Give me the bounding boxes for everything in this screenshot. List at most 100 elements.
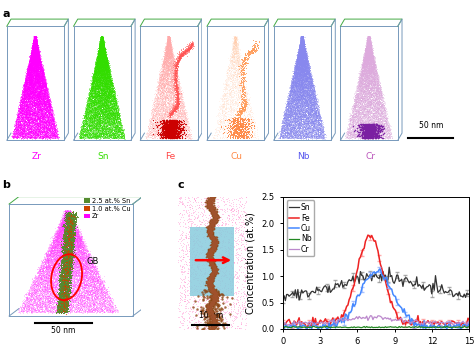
Point <box>66 216 74 221</box>
Point <box>84 106 92 111</box>
Point <box>168 106 176 112</box>
Point <box>64 242 71 247</box>
Point <box>75 280 82 285</box>
Point <box>99 37 106 42</box>
Point <box>88 82 95 88</box>
Point <box>35 270 42 276</box>
Point <box>361 128 369 134</box>
Point <box>77 124 85 129</box>
Point <box>49 257 56 262</box>
Point <box>164 38 172 43</box>
Point <box>292 113 300 119</box>
Point <box>92 125 100 130</box>
Point <box>79 298 87 303</box>
Point <box>64 226 72 232</box>
Point <box>353 90 361 96</box>
Point <box>366 49 374 55</box>
Point <box>363 59 370 64</box>
Point <box>96 305 103 311</box>
Point <box>166 59 173 65</box>
Point <box>39 266 47 271</box>
Point <box>301 59 309 65</box>
Point <box>295 65 303 70</box>
Point <box>36 122 44 128</box>
Point <box>85 122 93 127</box>
Point <box>59 299 67 304</box>
Point <box>211 216 219 222</box>
Point <box>103 105 110 111</box>
Point <box>363 61 370 67</box>
Point <box>297 90 305 96</box>
Point <box>316 122 324 128</box>
Point <box>297 42 305 48</box>
Point <box>355 96 363 101</box>
Point <box>299 38 307 44</box>
Point <box>178 91 185 96</box>
Point <box>112 135 120 141</box>
Point <box>53 244 61 249</box>
Point <box>168 133 176 138</box>
Point <box>210 317 218 323</box>
Point <box>99 127 107 133</box>
Point <box>23 117 31 122</box>
Point <box>37 72 45 78</box>
Point <box>33 64 41 70</box>
Point <box>371 61 378 66</box>
Point <box>373 88 381 94</box>
Point <box>27 55 34 61</box>
Point <box>35 132 43 138</box>
Point <box>163 124 171 130</box>
Point <box>117 124 124 130</box>
Point <box>376 94 384 100</box>
Point <box>25 93 32 99</box>
Point <box>102 68 110 74</box>
Point <box>164 35 172 40</box>
Point <box>295 54 302 59</box>
Point <box>25 83 32 89</box>
Point <box>96 44 104 50</box>
Point <box>63 218 71 223</box>
Point <box>209 264 217 270</box>
Point <box>166 41 173 46</box>
Point <box>298 43 306 48</box>
Point <box>97 36 105 42</box>
Point <box>53 264 60 270</box>
Point <box>176 91 184 97</box>
Point <box>70 249 77 255</box>
Point <box>54 259 62 264</box>
Point <box>297 36 305 42</box>
Point <box>245 116 253 121</box>
Point <box>372 116 380 121</box>
Point <box>384 127 392 132</box>
Point <box>298 57 306 63</box>
Point <box>34 72 41 77</box>
Point <box>30 38 38 43</box>
Point <box>22 303 29 309</box>
Point <box>288 75 296 81</box>
Point <box>284 121 292 127</box>
Point <box>305 100 313 105</box>
Point <box>141 133 149 139</box>
Point <box>98 64 106 70</box>
Point <box>118 127 126 133</box>
Point <box>82 118 90 124</box>
Point <box>102 111 110 117</box>
Point <box>56 229 64 235</box>
Point <box>205 307 213 313</box>
Point <box>32 293 40 299</box>
Point <box>160 116 168 122</box>
Point <box>67 218 75 224</box>
Point <box>180 52 187 58</box>
Point <box>39 81 47 86</box>
Point <box>61 226 68 231</box>
Point <box>29 41 37 47</box>
Point <box>65 216 73 222</box>
Point <box>91 131 99 137</box>
Point <box>161 72 168 78</box>
Point <box>307 74 315 79</box>
Point <box>21 104 28 110</box>
Point <box>28 125 36 131</box>
Point <box>226 103 234 109</box>
Point <box>152 94 159 100</box>
Point <box>289 81 297 86</box>
